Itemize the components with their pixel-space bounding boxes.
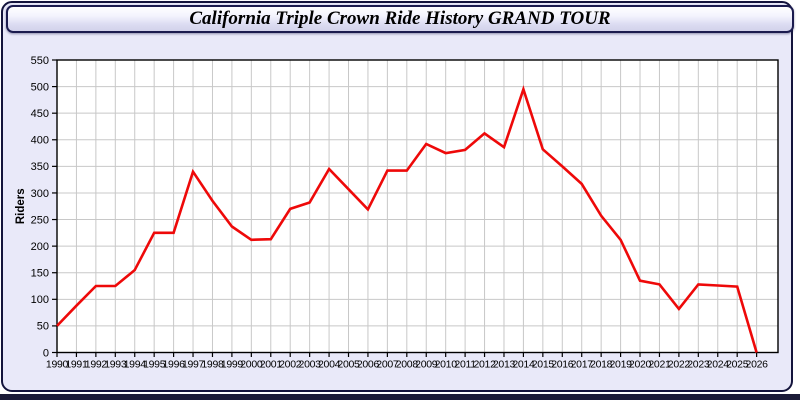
- x-tick-label: 2001: [260, 359, 283, 371]
- y-tick-label: 400: [31, 135, 49, 147]
- y-tick-label: 500: [31, 81, 49, 93]
- x-tick-label: 2004: [318, 359, 341, 371]
- y-tick-label: 550: [31, 55, 49, 67]
- title-bar: California Triple Crown Ride History GRA…: [6, 5, 794, 33]
- x-tick-label: 2018: [590, 359, 613, 371]
- x-tick-label: 2019: [609, 359, 632, 371]
- chart-title: California Triple Crown Ride History GRA…: [189, 8, 611, 29]
- y-tick-label: 200: [31, 241, 49, 253]
- x-tick-label: 1995: [143, 359, 166, 371]
- x-tick-label: 2016: [551, 359, 574, 371]
- x-tick-label: 1996: [163, 359, 186, 371]
- x-tick-label: 2008: [396, 359, 419, 371]
- y-tick-label: 350: [31, 161, 49, 173]
- x-tick-label: 1999: [221, 359, 244, 371]
- x-tick-label: 2025: [726, 359, 749, 371]
- x-tick-label: 2022: [668, 359, 691, 371]
- plot-frame: [56, 59, 779, 354]
- y-tick-label: 0: [43, 347, 49, 359]
- x-tick-label: 2020: [629, 359, 652, 371]
- x-tick-label: 2026: [746, 359, 769, 371]
- y-tick-label: 250: [31, 214, 49, 226]
- x-tick-label: 2015: [532, 359, 555, 371]
- bottom-edge-strip: [0, 394, 800, 400]
- x-tick-label: 2002: [279, 359, 302, 371]
- x-tick-label: 1993: [104, 359, 127, 371]
- x-tick-label: 2013: [493, 359, 516, 371]
- x-tick-label: 2010: [435, 359, 458, 371]
- x-tick-label: 2009: [415, 359, 438, 371]
- x-tick-label: 2024: [707, 359, 730, 371]
- x-tick-label: 2023: [687, 359, 710, 371]
- x-tick-label: 2017: [571, 359, 594, 371]
- plot-area: [57, 60, 778, 353]
- x-tick-label: 1991: [65, 359, 88, 371]
- x-tick-label: 1997: [182, 359, 205, 371]
- y-tick-label: 100: [31, 294, 49, 306]
- y-axis-title: Riders: [15, 188, 27, 224]
- x-tick-label: 1992: [85, 359, 108, 371]
- y-tick-label: 450: [31, 108, 49, 120]
- y-tick-label: 150: [31, 268, 49, 280]
- y-tick-label: 300: [31, 188, 49, 200]
- x-tick-label: 2005: [337, 359, 360, 371]
- x-tick-label: 2012: [473, 359, 496, 371]
- x-tick-label: 2011: [454, 359, 476, 371]
- y-tick-label: 50: [37, 321, 49, 333]
- x-tick-label: 2014: [512, 359, 535, 371]
- x-tick-label: 2000: [240, 359, 263, 371]
- x-tick-label: 1994: [124, 359, 147, 371]
- x-tick-label: 2021: [648, 359, 671, 371]
- x-tick-label: 2006: [357, 359, 380, 371]
- x-tick-label: 1998: [201, 359, 224, 371]
- x-tick-label: 1990: [46, 359, 69, 371]
- x-tick-label: 2007: [376, 359, 399, 371]
- riders-line-series: [56, 85, 758, 353]
- x-tick-label: 2003: [299, 359, 322, 371]
